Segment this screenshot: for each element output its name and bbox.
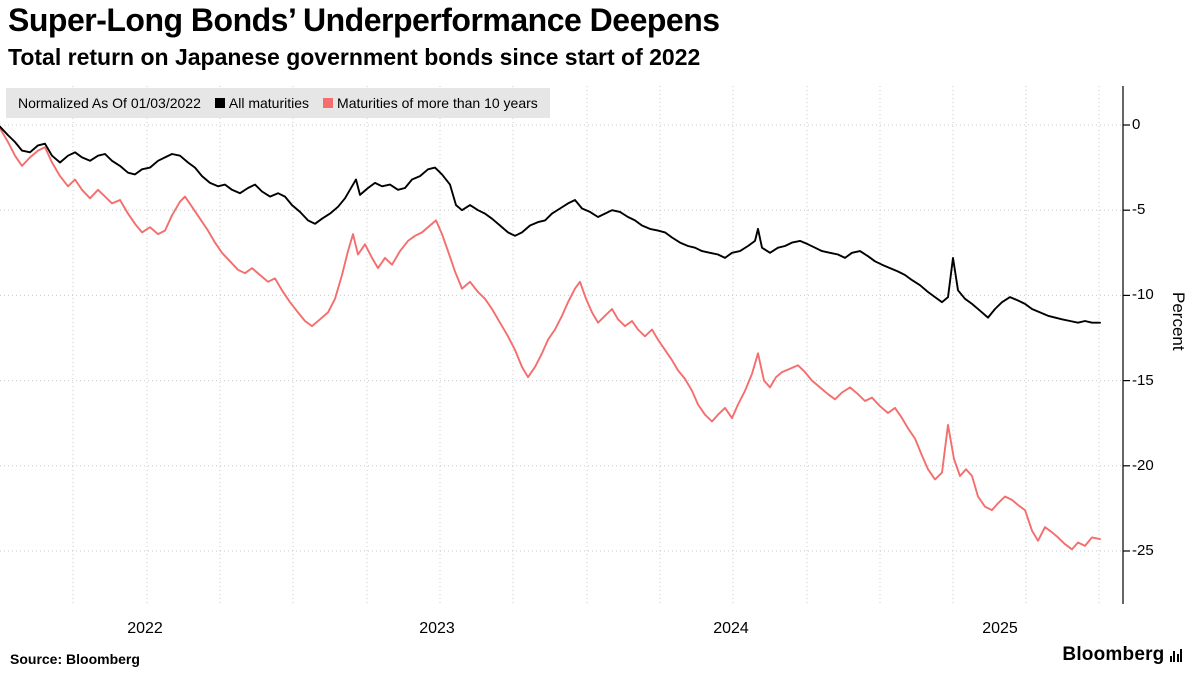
- page-subtitle: Total return on Japanese government bond…: [8, 44, 701, 70]
- series-line-maturities-of-more-than-10-years: [0, 127, 1101, 551]
- y-tick-label: -20: [1132, 456, 1154, 474]
- bloomberg-logo: Bloomberg: [1062, 644, 1182, 666]
- legend: Normalized As Of 01/03/2022 All maturiti…: [6, 88, 550, 118]
- legend-item-all-maturities: All maturities: [214, 95, 310, 111]
- y-tick-label: -25: [1132, 542, 1154, 559]
- page-title: Super-Long Bonds’ Underperformance Deepe…: [8, 2, 720, 38]
- x-tick-label: 2022: [127, 620, 163, 637]
- all-maturities-swatch-icon: [214, 98, 225, 108]
- y-tick-label: -15: [1132, 371, 1154, 389]
- y-tick-label: 0: [1132, 116, 1141, 133]
- y-tick-label: -5: [1132, 201, 1146, 219]
- legend-note: Normalized As Of 01/03/2022: [18, 95, 201, 111]
- legend-item-long-maturities: Maturities of more than 10 years: [323, 95, 538, 111]
- y-axis-title: Percent: [1169, 292, 1188, 351]
- bloomberg-wordmark: Bloomberg: [1062, 644, 1165, 665]
- bloomberg-mark-icon: [1169, 648, 1182, 662]
- line-chart: [0, 86, 1130, 604]
- y-tick-label: -10: [1132, 286, 1154, 304]
- x-tick-label: 2025: [982, 620, 1018, 637]
- series-line-all-maturities: [0, 125, 1101, 324]
- x-tick-label: 2023: [419, 620, 455, 637]
- x-tick-label: 2024: [713, 620, 749, 637]
- legend-item-label: All maturities: [228, 95, 310, 111]
- source-note: Source: Bloomberg: [10, 651, 140, 667]
- legend-item-label: Maturities of more than 10 years: [337, 95, 538, 111]
- long-maturities-swatch-icon: [323, 98, 334, 108]
